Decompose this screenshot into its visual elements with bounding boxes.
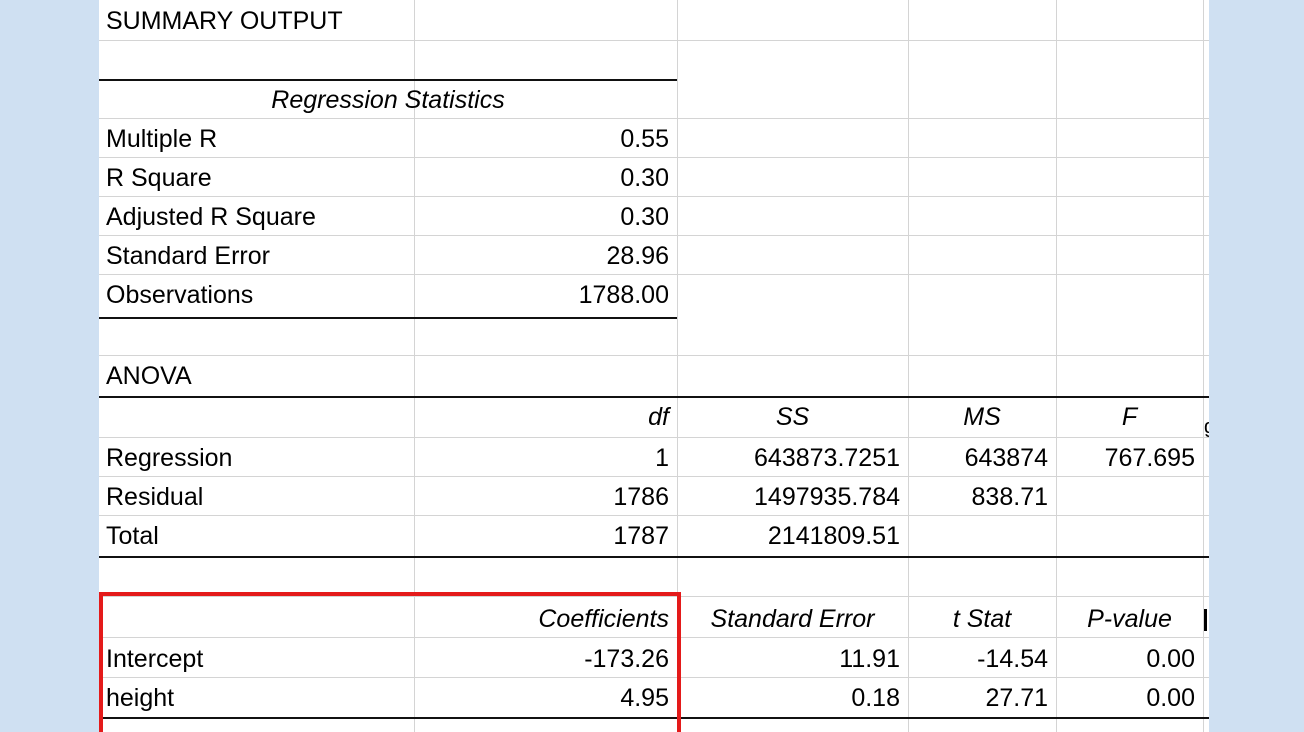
anova-df: 1: [655, 444, 669, 472]
stat-value: 0.55: [620, 125, 669, 153]
coef-header-t-stat: t Stat: [952, 605, 1012, 633]
spreadsheet: SUMMARY OUTPUT Regression Statistics Mul…: [99, 0, 1209, 732]
coef-std-error: 11.91: [839, 645, 900, 673]
anova-df: 1786: [613, 483, 669, 511]
coef-value: 4.95: [620, 684, 669, 712]
column-gridline: [677, 0, 678, 732]
stat-value: 0.30: [620, 164, 669, 192]
anova-ss: 643873.7251: [754, 444, 900, 472]
anova-df: 1787: [613, 522, 669, 550]
coef-value: -173.26: [584, 645, 669, 673]
regression-statistics-header: Regression Statistics: [271, 86, 505, 114]
stat-label: Multiple R: [106, 125, 218, 153]
anova-header-ms: MS: [963, 403, 1001, 431]
row-gridline: [99, 235, 1209, 236]
coef-header-p-value: P-value: [1087, 605, 1172, 633]
anova-row-label: Total: [106, 522, 159, 550]
row-gridline: [99, 274, 1209, 275]
row-gridline: [99, 437, 1209, 438]
anova-ms: 643874: [964, 444, 1048, 472]
coef-header-std-error: Standard Error: [710, 605, 875, 633]
stat-label: Adjusted R Square: [106, 203, 316, 231]
row-gridline: [99, 157, 1209, 158]
anova-header-df: df: [648, 403, 669, 431]
row-gridline: [99, 196, 1209, 197]
stat-value: 28.96: [606, 242, 669, 270]
anova-row-label: Residual: [106, 483, 204, 511]
coef-header-coefficients: Coefficients: [538, 605, 669, 633]
row-gridline: [99, 40, 1209, 41]
coef-t-stat: -14.54: [977, 645, 1048, 673]
column-gridline: [1203, 0, 1204, 732]
row-gridline: [99, 596, 1209, 597]
anova-top-border: [99, 396, 1209, 398]
coef-row-label: height: [106, 684, 175, 712]
anova-header-ss: SS: [775, 403, 810, 431]
anova-title: ANOVA: [106, 362, 192, 390]
stat-value: 1788.00: [578, 281, 669, 309]
regression-stats-top-border: [99, 79, 677, 81]
row-gridline: [99, 515, 1209, 516]
coefficients-bottom-border: [99, 717, 1209, 719]
stat-label: Standard Error: [106, 242, 270, 270]
coef-row-label: Intercept: [106, 645, 204, 673]
truncated-cell-fragment: [1204, 609, 1207, 631]
column-gridline: [908, 0, 909, 732]
anova-ms: 838.71: [971, 483, 1048, 511]
anova-header-f: F: [1121, 403, 1138, 431]
anova-row-label: Regression: [106, 444, 233, 472]
anova-ss: 2141809.51: [767, 522, 900, 550]
summary-output-title: SUMMARY OUTPUT: [106, 7, 343, 35]
row-gridline: [99, 476, 1209, 477]
anova-f: 767.695: [1104, 444, 1195, 472]
column-gridline: [1056, 0, 1057, 732]
anova-bottom-border: [99, 556, 1209, 558]
stat-label: Observations: [106, 281, 254, 309]
regression-stats-bottom-border: [99, 317, 677, 319]
row-gridline: [99, 637, 1209, 638]
stat-label: R Square: [106, 164, 212, 192]
column-gridline: [414, 0, 415, 732]
stat-value: 0.30: [620, 203, 669, 231]
row-gridline: [99, 677, 1209, 678]
coef-t-stat: 27.71: [985, 684, 1048, 712]
row-gridline: [99, 118, 1209, 119]
coef-p-value: 0.00: [1146, 645, 1195, 673]
row-gridline: [99, 355, 1209, 356]
truncated-cell-fragment: g: [1204, 417, 1209, 437]
anova-ss: 1497935.784: [754, 483, 900, 511]
coef-std-error: 0.18: [851, 684, 900, 712]
coef-p-value: 0.00: [1146, 684, 1195, 712]
